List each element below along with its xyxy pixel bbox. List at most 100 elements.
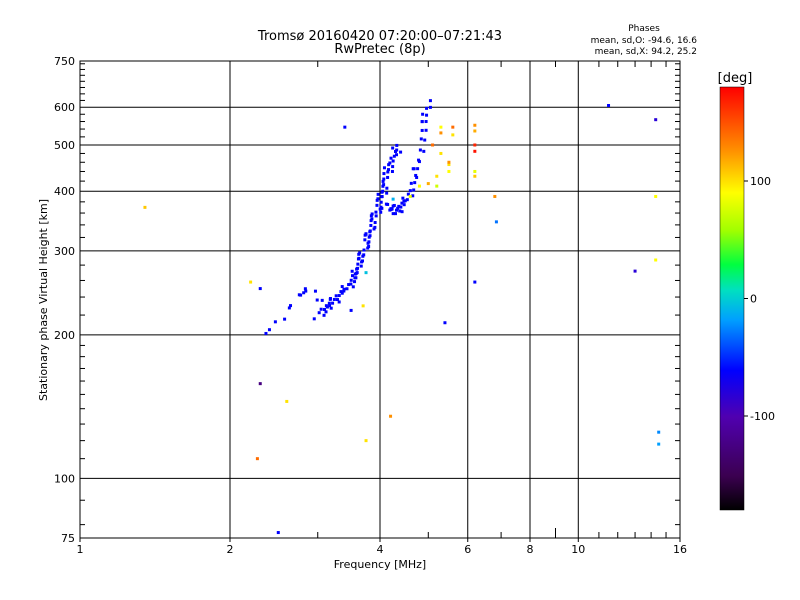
scatter-point <box>607 104 611 108</box>
scatter-point <box>473 169 477 173</box>
x-mode-point <box>395 208 399 212</box>
o-mode-point <box>370 212 374 216</box>
x-tick-label: 10 <box>571 543 585 556</box>
scatter-point <box>285 399 289 403</box>
o-mode-point <box>366 246 370 250</box>
y-tick-labels: 75 100 200 300 400 500 600 750 <box>54 55 75 545</box>
o-mode-point <box>339 290 343 294</box>
x-mode-point <box>428 99 432 103</box>
o-mode-point <box>372 227 376 231</box>
x-mode-point <box>389 208 393 212</box>
o-mode-point <box>322 307 326 311</box>
o-mode-point <box>361 259 365 263</box>
o-mode-point <box>395 143 399 147</box>
scatter-point <box>408 194 412 198</box>
x-tick-label: 2 <box>227 543 234 556</box>
lower-trace-point <box>328 297 332 301</box>
o-mode-point <box>395 153 399 157</box>
o-mode-point <box>342 289 346 293</box>
x-tick-label: 16 <box>673 543 687 556</box>
o-mode-point <box>386 168 390 172</box>
colorbar-ticks: 100 0 -100 <box>744 175 775 423</box>
o-mode-point <box>351 285 355 289</box>
chart-subtitle: RwPretec (8p) <box>334 42 425 57</box>
o-mode-point <box>324 310 328 314</box>
stats-heading: Phases <box>628 24 660 34</box>
o-mode-point <box>374 210 378 214</box>
scatter-point <box>364 232 368 236</box>
x-mode-point <box>422 149 426 153</box>
x-mode-point <box>424 120 428 124</box>
o-mode-point <box>370 217 374 221</box>
x-mode-point <box>420 128 424 132</box>
x-mode-point <box>392 203 396 207</box>
y-tick-label: 400 <box>54 185 75 198</box>
o-mode-point <box>373 225 377 229</box>
o-mode-point <box>331 301 335 305</box>
colorbar-label: [deg] <box>718 71 753 86</box>
x-mode-point <box>425 106 429 110</box>
x-mode-point <box>396 206 400 210</box>
o-mode-point <box>312 317 316 321</box>
scatter-point <box>439 151 443 155</box>
x-mode-point <box>402 199 406 203</box>
y-tick-label: 100 <box>54 472 75 485</box>
o-mode-point <box>358 251 362 255</box>
x-mode-point <box>409 181 413 185</box>
o-mode-point <box>385 191 389 195</box>
scatter-point <box>473 143 477 147</box>
scatter-point <box>473 123 477 127</box>
x-mode-point <box>398 209 402 213</box>
o-mode-point <box>329 306 333 310</box>
colorbar-tick-label: 100 <box>750 175 771 188</box>
o-mode-point <box>324 304 328 308</box>
o-mode-point <box>368 234 372 238</box>
x-mode-point <box>421 112 425 116</box>
x-mode-point <box>394 212 398 216</box>
o-mode-point <box>382 172 386 176</box>
o-mode-point <box>395 148 399 152</box>
x-mode-point <box>418 148 422 152</box>
x-mode-point <box>414 173 418 177</box>
lower-trace-point <box>313 289 317 293</box>
o-mode-point <box>362 253 366 257</box>
o-mode-point <box>381 189 385 193</box>
x-axis-label: Frequency [MHz] <box>334 558 426 571</box>
x-tick-label: 4 <box>377 543 384 556</box>
x-mode-point <box>419 137 423 141</box>
x-mode-point <box>415 175 419 179</box>
o-mode-point <box>369 219 373 223</box>
data-points <box>143 99 661 535</box>
x-mode-point <box>417 160 421 164</box>
scatter-point <box>654 194 658 198</box>
o-mode-point <box>350 269 354 273</box>
o-mode-point <box>391 159 395 163</box>
o-mode-point <box>382 177 386 181</box>
y-tick-label: 75 <box>61 532 75 545</box>
scatter-point <box>435 184 439 188</box>
y-tick-label: 300 <box>54 245 75 258</box>
x-mode-point <box>424 128 428 132</box>
scatter-point <box>258 287 262 291</box>
o-mode-point <box>375 203 379 207</box>
scatter-point <box>249 280 253 284</box>
o-mode-point <box>386 175 390 179</box>
o-mode-point <box>376 197 380 201</box>
colorbar-tick-label: -100 <box>750 410 775 423</box>
o-mode-point <box>345 287 349 291</box>
o-mode-point <box>334 294 338 298</box>
o-mode-point <box>347 283 351 287</box>
scatter-point <box>426 182 430 186</box>
x-mode-point <box>397 204 401 208</box>
scatter-point <box>451 133 455 137</box>
scatter-point <box>447 163 451 167</box>
scatter-point <box>361 304 365 308</box>
scatter-point <box>447 169 451 173</box>
x-mode-point <box>412 167 416 171</box>
o-mode-point <box>368 229 372 233</box>
scatter-point <box>343 125 347 129</box>
o-mode-point <box>357 256 361 260</box>
x-mode-point <box>402 203 406 207</box>
o-mode-point <box>356 266 360 270</box>
